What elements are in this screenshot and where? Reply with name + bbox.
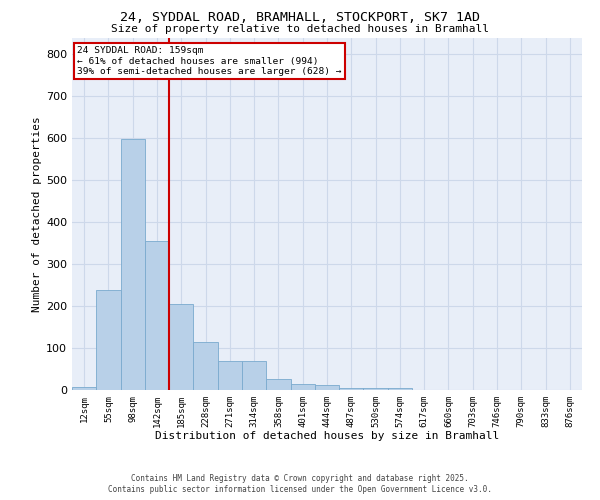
- Bar: [315, 385, 339, 390]
- Text: Contains HM Land Registry data © Crown copyright and database right 2025.
Contai: Contains HM Land Registry data © Crown c…: [108, 474, 492, 494]
- Bar: [339, 388, 364, 390]
- Y-axis label: Number of detached properties: Number of detached properties: [32, 116, 42, 312]
- Bar: [169, 304, 193, 390]
- Text: Size of property relative to detached houses in Bramhall: Size of property relative to detached ho…: [111, 24, 489, 34]
- X-axis label: Distribution of detached houses by size in Bramhall: Distribution of detached houses by size …: [155, 432, 499, 442]
- Bar: [96, 290, 121, 390]
- Bar: [266, 378, 290, 390]
- Bar: [242, 360, 266, 390]
- Bar: [72, 387, 96, 390]
- Bar: [364, 388, 388, 390]
- Text: 24 SYDDAL ROAD: 159sqm
← 61% of detached houses are smaller (994)
39% of semi-de: 24 SYDDAL ROAD: 159sqm ← 61% of detached…: [77, 46, 341, 76]
- Bar: [145, 241, 169, 390]
- Text: 24, SYDDAL ROAD, BRAMHALL, STOCKPORT, SK7 1AD: 24, SYDDAL ROAD, BRAMHALL, STOCKPORT, SK…: [120, 11, 480, 24]
- Bar: [193, 342, 218, 390]
- Bar: [388, 388, 412, 390]
- Bar: [290, 384, 315, 390]
- Bar: [218, 360, 242, 390]
- Bar: [121, 140, 145, 390]
